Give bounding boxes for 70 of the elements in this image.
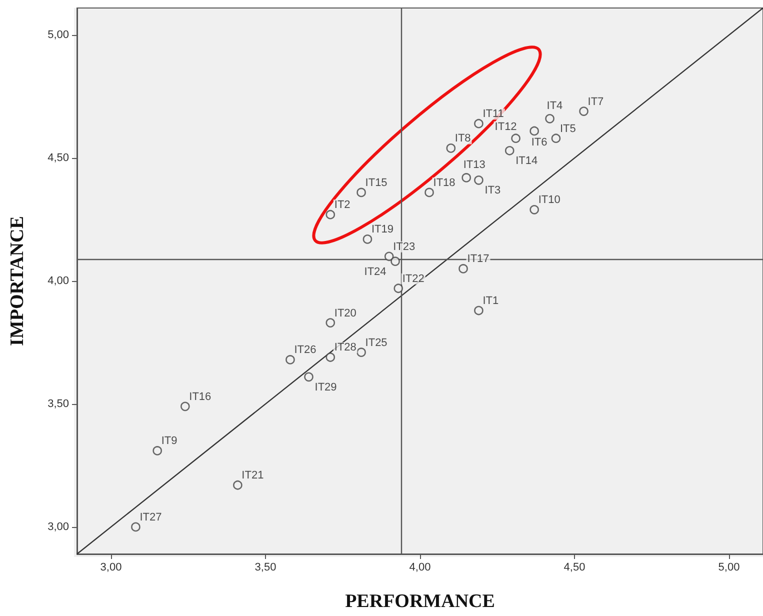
y-axis-title: IMPORTANCE bbox=[7, 216, 28, 346]
annotation: IT20 bbox=[334, 307, 356, 320]
x-tick-label: 4,50 bbox=[564, 562, 586, 574]
point bbox=[390, 256, 400, 266]
y-tick-label: 4,50 bbox=[48, 152, 69, 164]
point bbox=[511, 134, 520, 143]
point bbox=[152, 446, 162, 456]
annotation: IT16 bbox=[189, 390, 212, 403]
x-tick-label: 4,00 bbox=[409, 562, 431, 574]
annotation: IT6 bbox=[531, 136, 548, 148]
annotation: IT3 bbox=[484, 184, 501, 197]
annotation: IT9 bbox=[161, 435, 178, 448]
point bbox=[180, 402, 190, 412]
point bbox=[530, 126, 539, 136]
annotation: IT25 bbox=[365, 336, 388, 349]
annotation: IT2 bbox=[334, 199, 350, 212]
point bbox=[545, 114, 554, 124]
annotation: IT28 bbox=[334, 342, 356, 354]
x-tick-label: 5,00 bbox=[718, 562, 740, 574]
annotation: IT24 bbox=[364, 266, 386, 278]
point bbox=[474, 118, 484, 128]
annotation: IT4 bbox=[546, 100, 563, 112]
annotation: IT19 bbox=[371, 224, 394, 236]
point bbox=[530, 205, 539, 214]
point bbox=[474, 176, 484, 185]
point bbox=[356, 348, 366, 357]
x-tick-label: 3,50 bbox=[254, 562, 276, 574]
y-tick-label: 3,00 bbox=[48, 520, 69, 533]
point bbox=[424, 188, 434, 198]
point bbox=[579, 106, 588, 116]
annotation: IT5 bbox=[560, 122, 576, 135]
annotation: IT13 bbox=[463, 159, 486, 172]
point bbox=[458, 264, 468, 274]
point bbox=[356, 188, 366, 198]
annotation: IT10 bbox=[538, 194, 560, 206]
point bbox=[504, 146, 514, 156]
annotation: IT23 bbox=[393, 240, 416, 253]
point bbox=[326, 352, 336, 362]
annotation: IT7 bbox=[588, 96, 604, 108]
annotation: IT17 bbox=[467, 253, 490, 266]
annotation: IT21 bbox=[242, 470, 264, 482]
annotation: IT29 bbox=[314, 381, 337, 394]
point bbox=[474, 306, 484, 316]
y-tick-label: 5,00 bbox=[48, 29, 69, 42]
annotation: IT11 bbox=[482, 108, 504, 120]
y-tick-label: 3,50 bbox=[48, 398, 69, 410]
annotation: IT12 bbox=[494, 120, 517, 133]
point bbox=[286, 355, 295, 364]
annotation: IT1 bbox=[482, 295, 499, 308]
annotation: IT27 bbox=[140, 511, 162, 524]
point bbox=[462, 173, 471, 182]
point bbox=[304, 372, 314, 382]
annotation: IT26 bbox=[294, 344, 316, 356]
annotation: IT14 bbox=[516, 155, 538, 168]
annotation: IT18 bbox=[433, 176, 456, 189]
point bbox=[394, 284, 404, 294]
point bbox=[384, 252, 394, 262]
point bbox=[131, 522, 140, 532]
point bbox=[326, 318, 336, 328]
point bbox=[233, 480, 242, 490]
x-axis-title: PERFORMANCE bbox=[345, 591, 495, 612]
annotation: IT8 bbox=[454, 132, 471, 145]
y-tick-label: 4,00 bbox=[48, 275, 69, 287]
annotation: IT15 bbox=[365, 176, 388, 189]
point bbox=[362, 234, 372, 244]
point bbox=[326, 210, 336, 220]
annotation: IT22 bbox=[402, 272, 424, 285]
point bbox=[446, 144, 456, 153]
x-tick-label: 3,00 bbox=[100, 562, 122, 574]
point bbox=[551, 134, 561, 143]
